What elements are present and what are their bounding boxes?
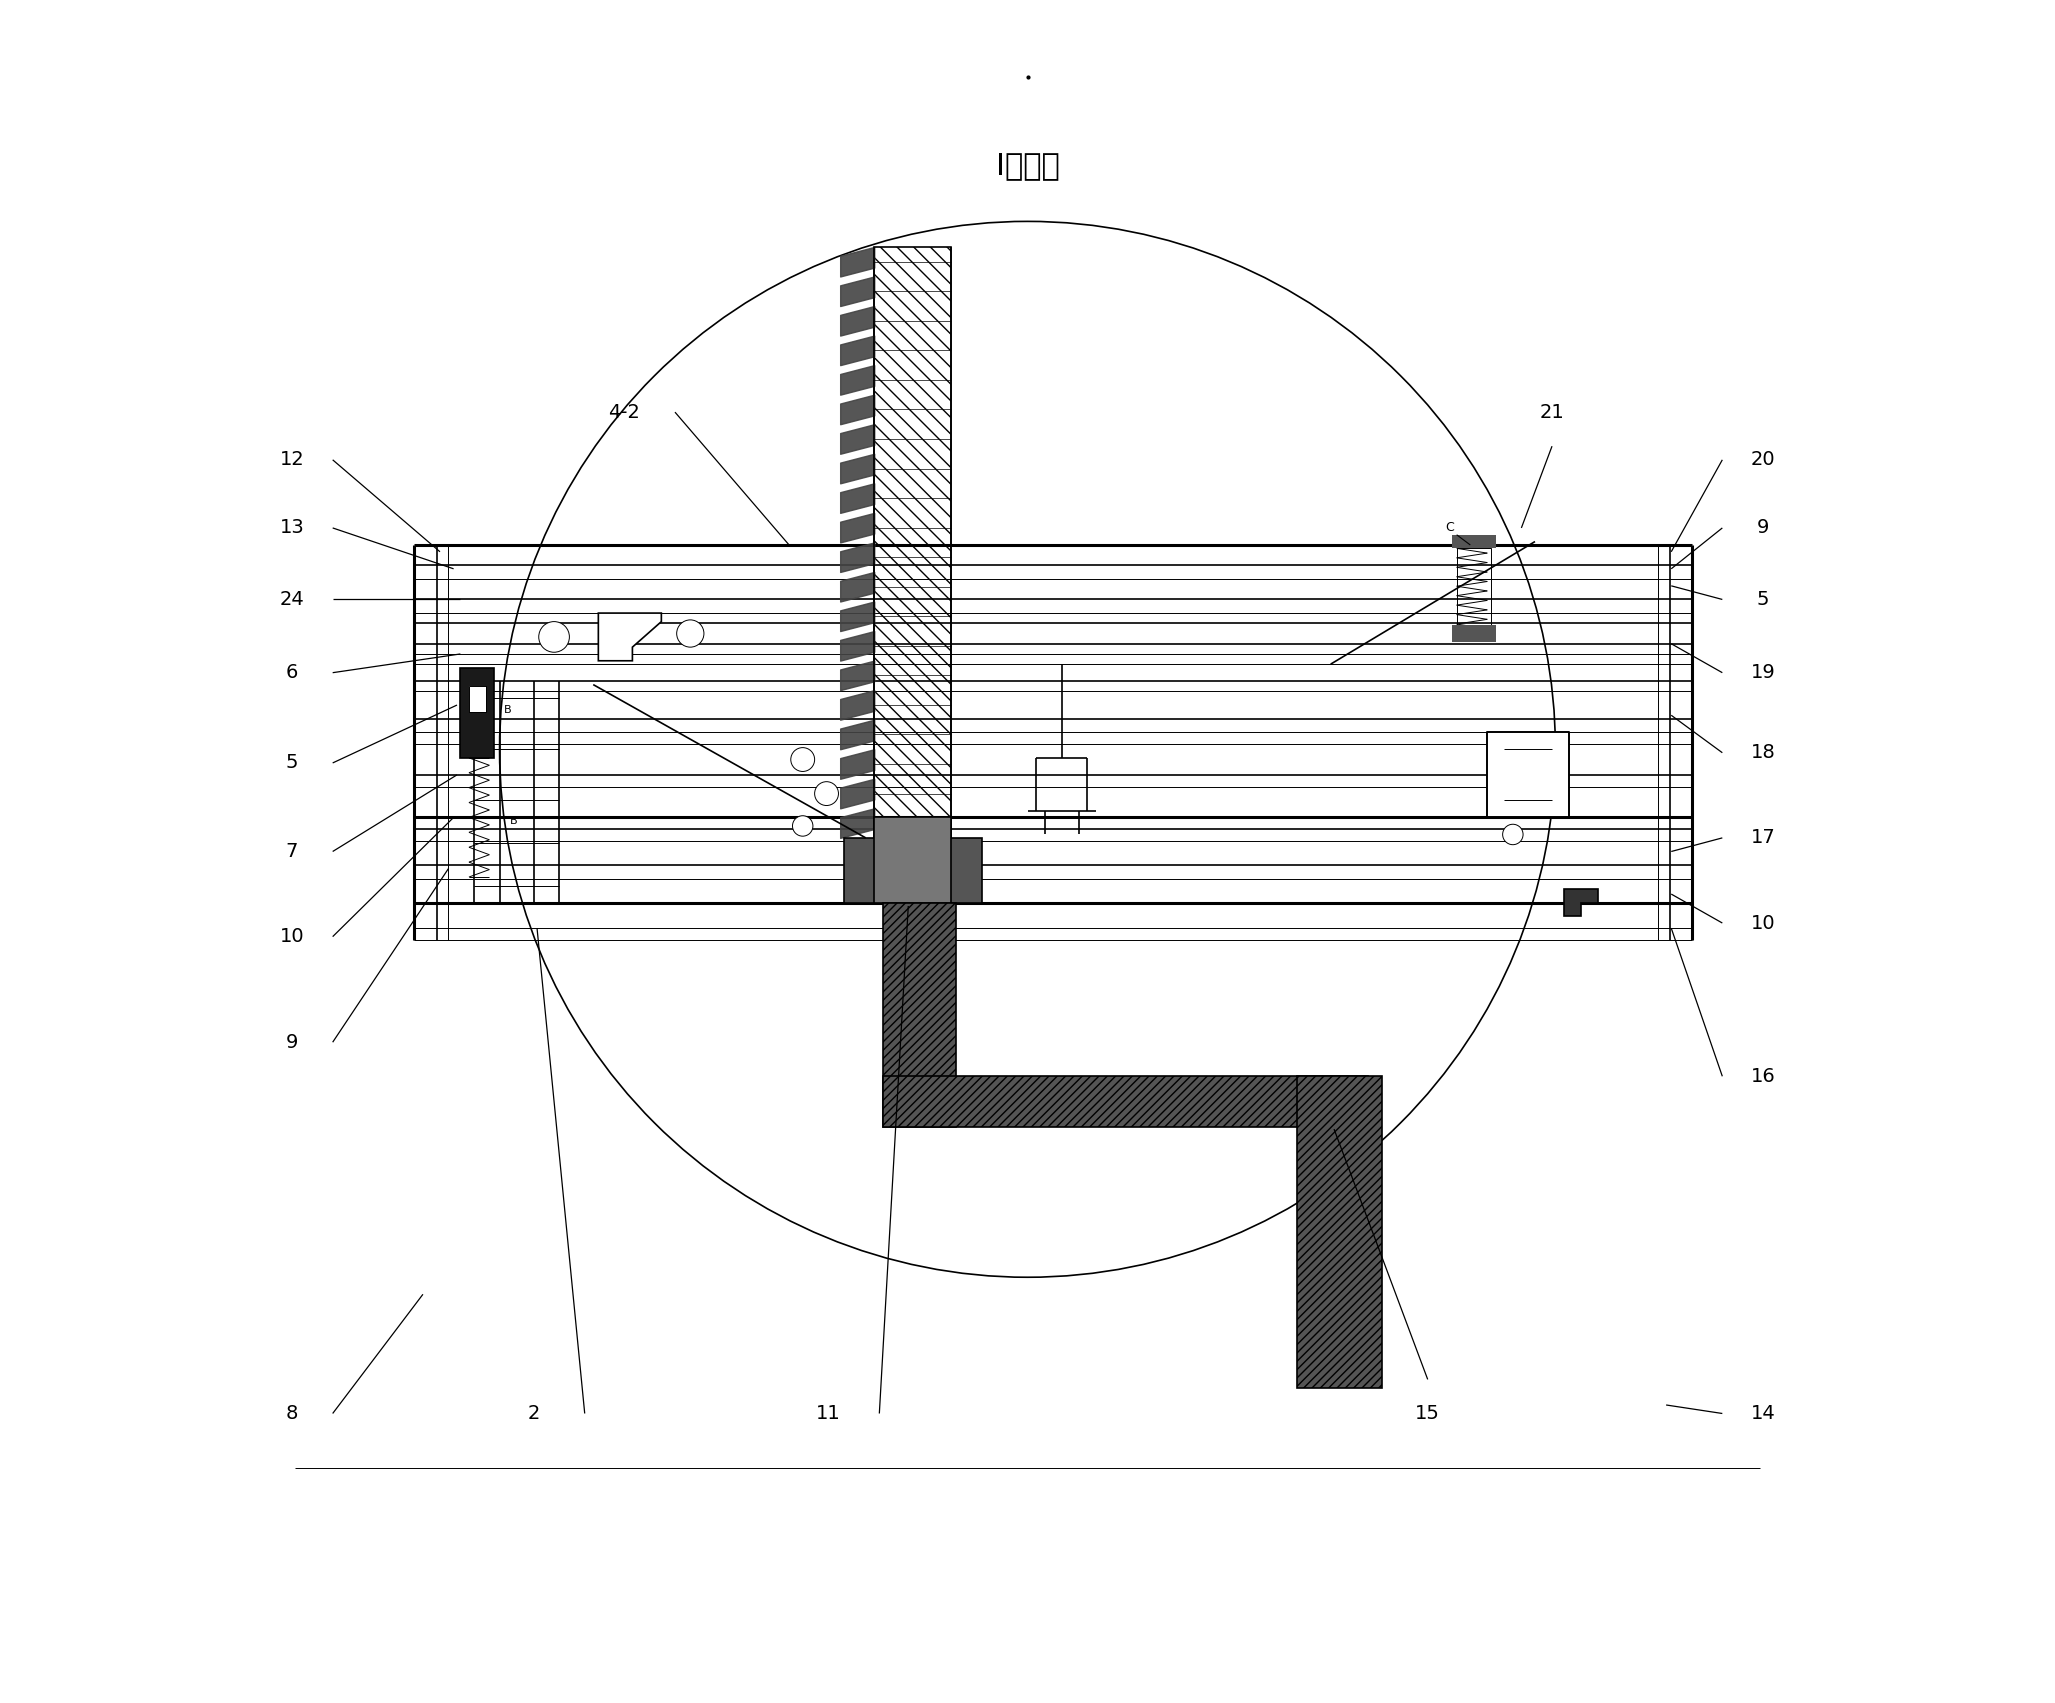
Text: B: B — [503, 705, 512, 715]
Bar — [1451, 625, 1496, 642]
Text: 19: 19 — [1751, 662, 1776, 683]
Text: 4-2: 4-2 — [608, 402, 639, 422]
Polygon shape — [598, 613, 662, 661]
Bar — [843, 838, 982, 903]
Bar — [460, 668, 495, 758]
Text: 12: 12 — [279, 450, 304, 470]
Bar — [469, 686, 485, 712]
Text: 20: 20 — [1751, 450, 1776, 470]
Circle shape — [814, 782, 838, 806]
Bar — [1297, 1076, 1381, 1388]
Circle shape — [791, 748, 814, 771]
Text: 10: 10 — [279, 926, 304, 947]
Circle shape — [1502, 824, 1523, 845]
Text: 7: 7 — [286, 841, 298, 862]
Text: 18: 18 — [1751, 743, 1776, 763]
Text: 5: 5 — [286, 753, 298, 773]
Bar — [884, 1076, 1369, 1127]
Text: 5: 5 — [1757, 589, 1769, 610]
Text: 21: 21 — [1539, 402, 1564, 422]
Text: 9: 9 — [1757, 518, 1769, 538]
Bar — [1488, 732, 1570, 817]
Text: 8: 8 — [286, 1403, 298, 1424]
Bar — [884, 903, 956, 1127]
Text: 15: 15 — [1416, 1403, 1441, 1424]
Text: 11: 11 — [816, 1403, 840, 1424]
Bar — [884, 1076, 1369, 1127]
Bar — [873, 817, 951, 903]
Bar — [884, 903, 956, 1127]
Bar — [884, 903, 956, 1127]
Text: 16: 16 — [1751, 1066, 1776, 1087]
Bar — [884, 1076, 1369, 1127]
Bar — [1297, 1076, 1381, 1388]
Text: B: B — [510, 816, 518, 826]
Bar — [1451, 535, 1496, 548]
Circle shape — [538, 622, 569, 652]
Bar — [1297, 1076, 1381, 1388]
Text: 14: 14 — [1751, 1403, 1776, 1424]
Text: 13: 13 — [279, 518, 304, 538]
Bar — [873, 247, 951, 838]
Bar — [873, 247, 951, 838]
Circle shape — [676, 620, 705, 647]
Circle shape — [793, 816, 814, 836]
Polygon shape — [1564, 889, 1599, 916]
Text: C: C — [1445, 521, 1455, 535]
Text: 10: 10 — [1751, 913, 1776, 933]
Text: 2: 2 — [528, 1403, 540, 1424]
Bar — [873, 817, 951, 903]
Bar — [1457, 548, 1490, 634]
Text: 6: 6 — [286, 662, 298, 683]
Text: I处放大: I处放大 — [995, 150, 1060, 181]
Text: 17: 17 — [1751, 828, 1776, 848]
Bar — [469, 686, 485, 712]
Bar — [460, 668, 495, 758]
Text: 24: 24 — [279, 589, 304, 610]
Text: 9: 9 — [286, 1032, 298, 1052]
Bar — [843, 838, 982, 903]
